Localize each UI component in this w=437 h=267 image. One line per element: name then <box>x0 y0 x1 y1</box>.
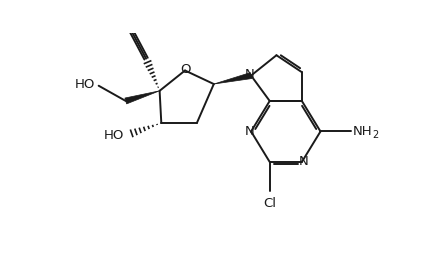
Text: O: O <box>180 63 190 76</box>
Text: N: N <box>298 155 309 168</box>
Text: HO: HO <box>104 129 124 142</box>
Polygon shape <box>125 91 160 104</box>
Text: HO: HO <box>75 78 95 91</box>
Polygon shape <box>214 73 252 84</box>
Text: N: N <box>244 125 254 138</box>
Text: NH: NH <box>353 125 372 138</box>
Text: Cl: Cl <box>263 197 276 210</box>
Text: N: N <box>244 68 254 81</box>
Text: 2: 2 <box>372 130 378 140</box>
